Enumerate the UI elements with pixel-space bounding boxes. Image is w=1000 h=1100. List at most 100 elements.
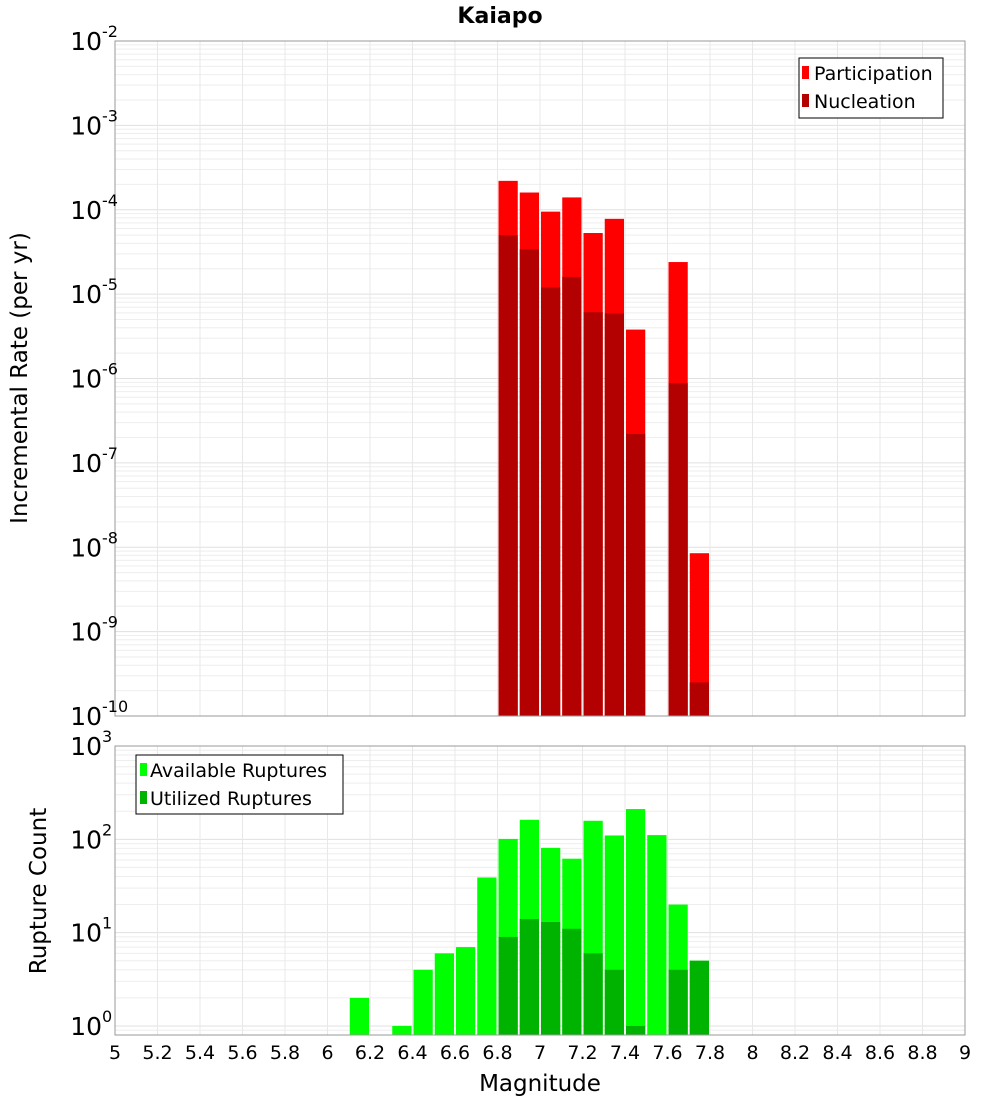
rate-y-tick-label: 10 -2: [70, 22, 118, 56]
rate-y-tick-label: 10 -10: [70, 697, 128, 731]
count-plot-frame: [114, 745, 966, 1036]
x-tick-label: 7.4: [610, 1042, 640, 1064]
available-ruptures-bar: [392, 1025, 412, 1035]
x-tick-label: 6.2: [355, 1042, 385, 1064]
nucleation-bar: [519, 249, 539, 716]
x-tick-label: 5.2: [142, 1042, 172, 1064]
utilized-ruptures-bar: [541, 922, 561, 1035]
utilized-ruptures-bar: [689, 960, 709, 1035]
rate-y-tick-label: 10 -5: [70, 275, 118, 309]
rate-bars: [498, 180, 709, 717]
x-tick-label: 8.2: [780, 1042, 810, 1064]
x-tick-label: 7.2: [567, 1042, 597, 1064]
participation-bar: [689, 553, 709, 716]
y-tick-base: 10: [70, 365, 102, 394]
y-tick-base: 10: [70, 449, 102, 478]
nucleation-bar: [541, 287, 561, 716]
x-tick-label: 7: [534, 1042, 546, 1064]
y-tick-exponent: -9: [102, 613, 118, 632]
y-tick-base: 10: [70, 196, 102, 225]
count-y-tick-label: 10 1: [70, 914, 112, 948]
nucleation-bar: [668, 383, 688, 716]
count-legend: Available Ruptures Utilized Ruptures: [135, 754, 344, 815]
magnitude-x-axis-label: Magnitude: [479, 1071, 601, 1097]
x-tick-label: 7.8: [695, 1042, 725, 1064]
count-bars: [349, 809, 709, 1035]
y-tick-exponent: -7: [102, 444, 118, 463]
y-tick-base: 10: [70, 111, 102, 140]
rate-legend: Participation Nucleation: [798, 57, 944, 119]
y-tick-base: 10: [70, 919, 102, 948]
y-tick-exponent: -3: [102, 106, 118, 125]
participation-legend-label: Participation: [814, 63, 933, 85]
rate-plot-frame: [114, 40, 966, 717]
chart-title: Kaiapo: [457, 4, 542, 29]
y-tick-base: 10: [70, 1012, 102, 1041]
available-legend-label: Available Ruptures: [150, 760, 327, 782]
utilized-ruptures-bar: [498, 936, 518, 1035]
count-y-tick-label: 10 2: [70, 820, 112, 854]
nucleation-bar: [498, 235, 518, 716]
rate-y-tick-label: 10 -3: [70, 106, 118, 140]
x-tick-label: 8: [746, 1042, 758, 1064]
x-tick-label: 5: [109, 1042, 121, 1064]
y-tick-base: 10: [70, 618, 102, 647]
utilized-ruptures-bar: [519, 919, 539, 1035]
y-tick-exponent: 1: [102, 914, 112, 933]
rate-y-tick-label: 10 -6: [70, 360, 118, 394]
rate-y-axis-label: Incremental Rate (per yr): [7, 232, 33, 524]
utilized-ruptures-bar: [604, 969, 624, 1035]
y-tick-base: 10: [70, 825, 102, 854]
y-tick-base: 10: [70, 533, 102, 562]
count-y-tick-label: 10 3: [70, 727, 112, 761]
available-ruptures-bar: [349, 997, 369, 1035]
participation-legend-swatch: [802, 66, 809, 79]
y-tick-exponent: -5: [102, 275, 118, 294]
x-tick-label: 8.4: [822, 1042, 852, 1064]
x-tick-label: 5.8: [270, 1042, 300, 1064]
y-tick-base: 10: [70, 27, 102, 56]
x-tick-label: 5.6: [227, 1042, 257, 1064]
nucleation-bar: [604, 313, 624, 716]
utilized-legend-label: Utilized Ruptures: [150, 788, 312, 810]
nucleation-bar: [626, 433, 646, 716]
x-tick-label: 9: [959, 1042, 971, 1064]
y-tick-exponent: -4: [102, 191, 118, 210]
utilized-ruptures-bar: [562, 928, 582, 1035]
available-ruptures-bar: [626, 809, 646, 1035]
available-ruptures-bar: [434, 953, 454, 1035]
utilized-ruptures-bar: [626, 1025, 646, 1035]
available-ruptures-bar: [647, 835, 667, 1035]
x-tick-label: 6.8: [482, 1042, 512, 1064]
y-tick-exponent: -8: [102, 528, 118, 547]
y-tick-base: 10: [70, 702, 102, 731]
utilized-ruptures-bar: [583, 953, 603, 1035]
utilized-ruptures-bar: [668, 969, 688, 1035]
y-tick-base: 10: [70, 732, 102, 761]
y-tick-exponent: 0: [102, 1007, 112, 1026]
nucleation-bar: [689, 682, 709, 716]
magnitude-x-ticks: 5 5.2 5.4 5.6 5.8 6 6.2 6.4 6.6 6.8 7 7.2 7.4 7.6 7.8 8…: [109, 1042, 971, 1064]
x-tick-label: 6.6: [440, 1042, 470, 1064]
x-tick-label: 5.4: [185, 1042, 215, 1064]
available-ruptures-bar: [456, 947, 476, 1035]
count-legend-box: [135, 754, 344, 815]
rate-y-tick-label: 10 -9: [70, 613, 118, 647]
rate-y-tick-label: 10 -7: [70, 444, 118, 478]
available-ruptures-bar: [413, 969, 433, 1035]
x-tick-label: 6.4: [397, 1042, 427, 1064]
y-tick-exponent: 3: [102, 727, 112, 746]
available-legend-swatch: [140, 763, 147, 776]
nucleation-legend-label: Nucleation: [814, 91, 916, 113]
rate-y-tick-label: 10 -8: [70, 528, 118, 562]
count-y-axis-label: Rupture Count: [26, 808, 52, 974]
nucleation-legend-swatch: [802, 94, 809, 107]
rate-gridlines: [114, 41, 966, 717]
y-tick-exponent: 2: [102, 820, 112, 839]
utilized-legend-swatch: [140, 791, 147, 804]
y-tick-base: 10: [70, 280, 102, 309]
